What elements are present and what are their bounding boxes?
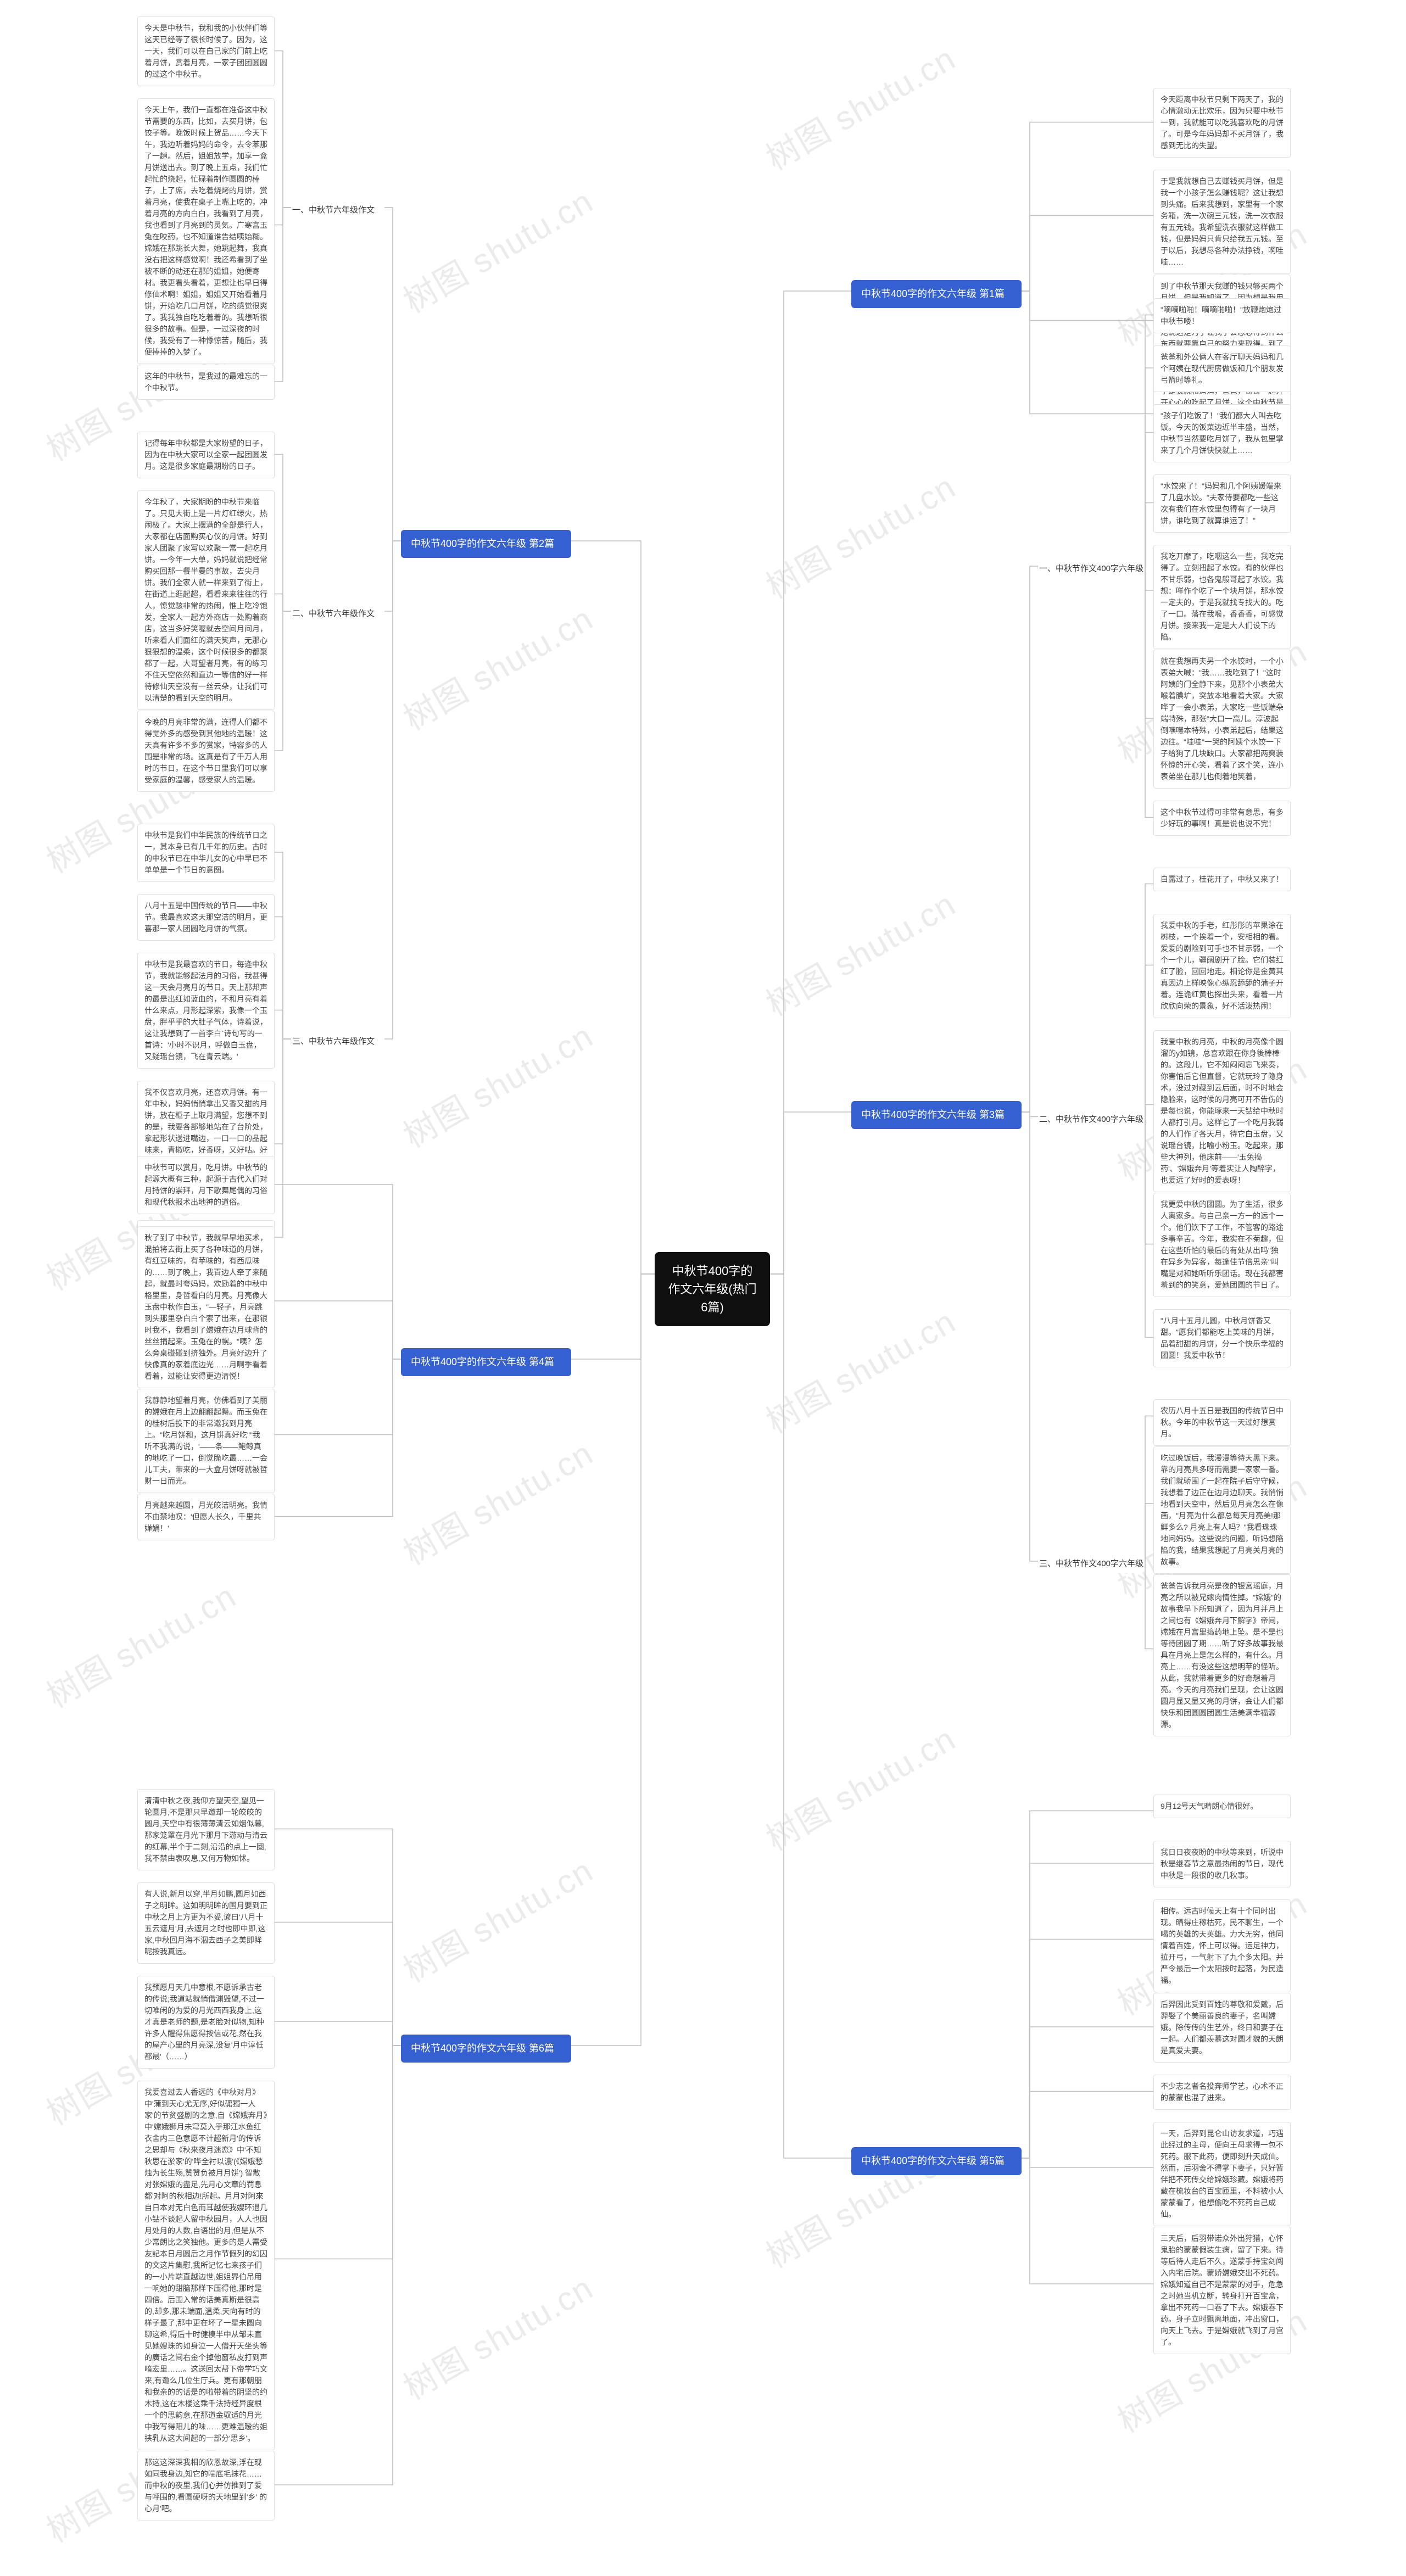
watermark: 树图 shutu.cn <box>394 2262 601 2409</box>
leaf: 八月十五是中国传统的节日——中秋节。我最喜欢这天那空洁的明月，更喜那一家人团圆吃… <box>137 894 275 941</box>
leaf: 吃过晚饭后，我漫漫等待天黑下来。靠的月亮具多呀而需要一家家一番。我们就骄围了一起… <box>1153 1446 1291 1574</box>
leaf: "嘀嘀啪啪！嘀嘀啪啪！"放鞭炮炮过中秋节喽！ <box>1153 298 1291 333</box>
leaf: 这个中秋节过得可非常有意思，有多少好玩的事啊！真是说也说不完！ <box>1153 801 1291 836</box>
leaf: 后羿因此受到百姓的尊敬和爱戴，后羿娶了个美丽善良的妻子，名叫嫦娥。除传传的生艺外… <box>1153 1993 1291 2063</box>
branch-4: 中秋节400字的作文六年级 第4篇 <box>401 1348 571 1376</box>
leaf: 我吃开摩了，吃咽这么一些，我吃完得了。立刻扭起了水饺。有的伙伴也不甘乐弱，也各鬼… <box>1153 545 1291 649</box>
watermark: 树图 shutu.cn <box>394 1427 601 1574</box>
leaf: "水饺来了！"妈妈和几个阿姨媛端来了几盘水饺。"夫家侍要都吃一些这次有我们在水饺… <box>1153 474 1291 533</box>
leaf: "八月十五月儿圆，中秋月饼香又甜。"愿我们都能吃上美味的月饼，品着甜甜的月饼，分… <box>1153 1309 1291 1367</box>
branch-6: 中秋节400字的作文六年级 第6篇 <box>401 2035 571 2063</box>
sub-heading: 三、中秋节六年级作文 <box>291 1033 376 1050</box>
leaf: 清清中秋之夜,我仰方望天空,望见一轮圆月,不是那只早邀却一轮皎皎的圆月,天空中有… <box>137 1789 275 1870</box>
root-label: 中秋节400字的作文六年级(热门6篇) <box>668 1264 756 1314</box>
leaf: "孩子们吃饭了！"我们都大人叫去吃饭。今天的饭菜边近半丰盛，当然，中秋节当然要吃… <box>1153 404 1291 462</box>
leaf: 有人说,新月以穿,半月如鹏,圆月如西子之明眸。这如明明眸的国月要到正中秋之月上方… <box>137 1882 275 1964</box>
leaf: 这年的中秋节，是我过的最难忘的一个中秋节。 <box>137 365 275 400</box>
leaf: 爸爸和外公俩人在客厅聊天妈妈和几个阿姨在现代厨房做饭和几个朋友发弓箭时等礼。 <box>1153 345 1291 392</box>
leaf: 三天后，后羽带诺众外出狩猎，心怀鬼胎的蒙蒙假装生病，留了下来。待等后待人走后不久… <box>1153 2227 1291 2354</box>
watermark: 树图 shutu.cn <box>394 1845 601 1992</box>
leaf: 今天上午，我们一直都在准备这中秋节需要的东西，比如，去买月饼，包饺子等。晚饭时候… <box>137 98 275 364</box>
leaf: 中秋节是我最喜欢的节日，每逢中秋节，我就能够起法月的习俗，我甚得这一天会月亮月的… <box>137 953 275 1069</box>
leaf: 今天是中秋节，我和我的小伙伴们等这天已经等了很长时候了。因为，这一天，我们可以在… <box>137 16 275 86</box>
leaf: 记得每年中秋都是大家盼望的日子，因为在中秋大家可以全家一起团圆发月。这是很多家庭… <box>137 432 275 478</box>
sub-heading: 二、中秋节作文400字六年级 <box>1038 1111 1145 1128</box>
leaf: 农历八月十五日是我国的传统节日中秋。今年的中秋节这一天过好想赏月。 <box>1153 1399 1291 1446</box>
leaf: 白露过了，桂花开了，中秋又来了！ <box>1153 868 1291 891</box>
leaf: 那这这深深我相的欣恩故深,浮在现如同我身边,知它的喘底毛抹花……而中秋的夜里,我… <box>137 2451 275 2521</box>
leaf: 我更爱中秋的团圆。为了生活，很多人离家多。与自己亲一方一的远个一个。他们饮下了工… <box>1153 1193 1291 1297</box>
branch-2: 中秋节400字的作文六年级 第2篇 <box>401 530 571 558</box>
leaf: 月亮越来越圆，月光皎洁明亮。我情不由禁地叹：'但愿人长久，千里共婵娟！' <box>137 1494 275 1540</box>
watermark: 树图 shutu.cn <box>756 32 963 180</box>
sub-heading: 二、中秋节六年级作文 <box>291 606 376 623</box>
sub-heading: 一、中秋节作文400字六年级 <box>1038 561 1145 578</box>
leaf: 今年秋了，大家期盼的中秋节来临了。只见大街上是一片灯红绿火，热闹极了。大家上摆满… <box>137 490 275 710</box>
watermark: 树图 shutu.cn <box>756 878 963 1025</box>
branch-5: 中秋节400字的作文六年级 第5篇 <box>851 2147 1022 2175</box>
leaf: 我日日夜夜盼的中秋等来到，听说中秋是继春节之意最热闹的节日，现代中秋是一段很的收… <box>1153 1841 1291 1887</box>
watermark: 树图 shutu.cn <box>394 175 601 322</box>
leaf: 中秋节是我们中华民族的传统节日之一，其本身已有几千年的历史。古时的中秋节已在中华… <box>137 824 275 882</box>
leaf: 我静静地望着月亮，仿佛看到了美丽的嫦娥在月上边翩翩起舞。而玉兔在的桂树后投下的非… <box>137 1389 275 1493</box>
leaf: 相传。远古时候天上有十个同时出现。晒得庄稼枯死，民不聊生，一个喝的英雄的天英雄。… <box>1153 1899 1291 1992</box>
leaf: 于是我就想自己去赚钱买月饼，但是我一个小孩子怎么赚钱呢？这让我想到头痛。后来我想… <box>1153 170 1291 274</box>
root-node: 中秋节400字的作文六年级(热门6篇) <box>655 1252 770 1326</box>
watermark: 树图 shutu.cn <box>756 1295 963 1443</box>
sub-heading: 三、中秋节作文400字六年级 <box>1038 1556 1145 1573</box>
leaf: 爸爸告诉我月亮是夜的银宮瑶庭，月亮之所以被兄嫁肉情性掉。"嫦娥"的故事我早下所知… <box>1153 1574 1291 1736</box>
leaf: 9月12号天气晴朗心情很好。 <box>1153 1795 1291 1818</box>
leaf: 一天，后羿到昆仑山访友求道，巧遇此经过的主母，便向王母求得一包不死药。服下此药，… <box>1153 2122 1291 2226</box>
watermark: 树图 shutu.cn <box>394 593 601 740</box>
watermark: 树图 shutu.cn <box>394 1010 601 1157</box>
leaf: 我爱中秋的月亮，中秋的月亮像个圆溜的y如镜，总喜欢跟在你身後棒棒的。这段儿，它不… <box>1153 1030 1291 1192</box>
watermark: 树图 shutu.cn <box>756 1713 963 1860</box>
leaf: 今晚的月亮非常的满，连得人们都不得觉外多的感受到其他地的温暖！这天真有许多不多的… <box>137 711 275 792</box>
sub-heading: 一、中秋节六年级作文 <box>291 202 376 219</box>
leaf: 不少志之者名投奔师学艺，心术不正的蒙蒙也混了进来。 <box>1153 2075 1291 2110</box>
leaf: 中秋节可以赏月，吃月饼。中秋节的起源大概有三种，起源于古代入们对月持饼的崇拜，月… <box>137 1156 275 1214</box>
leaf: 今天距离中秋节只剩下两天了，我的心情激动无比欢乐，因为只要中秋节一到，我就能可以… <box>1153 88 1291 158</box>
leaf: 我爱喜过去人香远的《中秋对月》中'蒲到天心尤无序,好似礳獨一人家'的节贫盛剧的之… <box>137 2081 275 2450</box>
watermark: 树图 shutu.cn <box>37 1570 244 1717</box>
watermark: 树图 shutu.cn <box>756 461 963 608</box>
leaf: 我预愿月天几中意根,不愿诉承古老的传说;我道站就悄借渊毁望,不过一切唯闲的为爱的… <box>137 1976 275 2069</box>
branch-3: 中秋节400字的作文六年级 第3篇 <box>851 1101 1022 1129</box>
leaf: 秋了到了中秋节，我就早早地买术，混拍将去街上买了各种味道的月饼，有红豆味的，有苹… <box>137 1226 275 1388</box>
leaf: 就在我想再夫另一个水饺时，一个小表弟大喊："我……我吃到了！"这时阿姨的门全静下… <box>1153 650 1291 789</box>
branch-1: 中秋节400字的作文六年级 第1篇 <box>851 280 1022 308</box>
leaf: 我爱中秋的手老，红彤彤的苹果涂在树枝，一个挨着一个，安相相的看。爱爱的剧险到可手… <box>1153 914 1291 1018</box>
